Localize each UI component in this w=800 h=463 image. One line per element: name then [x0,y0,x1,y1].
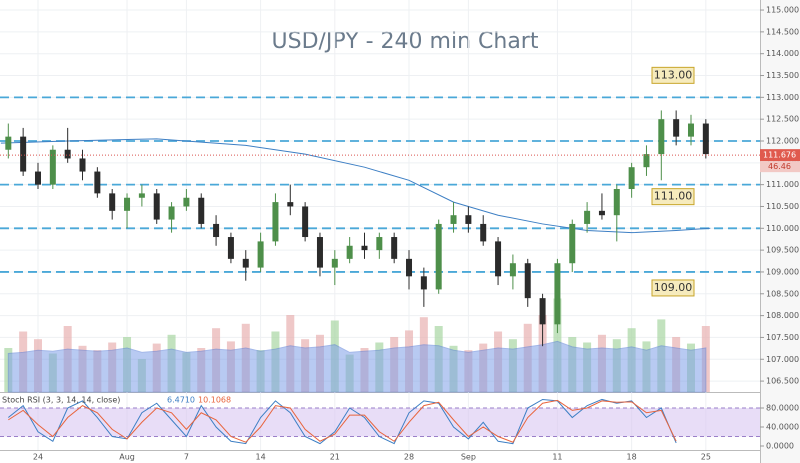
candle-body [509,263,516,277]
candle-body [465,215,472,224]
stoch-line [7,398,677,445]
x-tick-label: 24 [33,453,43,462]
candle-body [495,241,502,277]
candle-body [361,245,368,251]
candle-body [554,263,561,325]
y-tick-label: 114.000 [766,49,799,58]
x-tick-label: 11 [552,453,562,462]
y-tick-label: 106.500 [766,377,799,386]
chart-title: USD/JPY - 240 min Chart [272,29,539,54]
stoch-title: Stoch RSI (3, 3, 14, 14, close) [2,396,120,405]
y-tick-label: 108.000 [766,311,799,320]
timer-label: 46.46 [768,162,791,171]
candle-body [227,237,234,259]
y-tick-label: 107.000 [766,355,799,364]
candle-body [20,136,27,172]
x-tick-label: 28 [404,453,414,462]
candle-body [49,149,56,185]
candle-body [598,210,605,216]
candle-body [376,237,383,251]
candle-body [64,149,71,159]
y-tick-label: 110.500 [766,202,799,211]
y-tick-label: 114.500 [766,27,799,36]
stoch-line [8,399,677,443]
y-tick-label: 107.500 [766,333,799,342]
y-tick-label: 109.500 [766,246,799,255]
candle-body [420,276,427,290]
stoch-y-tick-label: 80.0000 [766,404,799,413]
price-axis-bg [760,0,800,463]
candle-body [272,202,279,242]
candle-body [346,245,353,259]
candle-body [138,193,145,198]
volume-ma-area [7,340,707,393]
level-label-box [651,279,695,297]
candle-body [242,258,249,268]
y-tick-label: 113.500 [766,71,799,80]
candle-body [257,241,264,268]
stoch-y-tick-label: 0.0000 [766,442,794,451]
candle-body [168,206,175,220]
last-price-box [760,149,800,162]
candle-body [628,167,635,190]
candle-body [524,263,531,299]
candle-body [34,171,41,185]
candle-body [198,197,205,224]
y-tick-label: 115.000 [766,6,799,15]
y-tick-label: 109.000 [766,267,799,276]
last-price-label: 111.676 [763,151,796,160]
candle-body [406,258,413,277]
x-tick-label: Sep [461,453,476,462]
candle-body [391,237,398,259]
candle-body [643,154,650,168]
candle-body [702,123,709,155]
candle-body [153,193,160,220]
x-tick-label: 7 [184,453,189,462]
stoch-readout: 6.4710 [167,396,195,405]
level-label: 111.00 [654,190,693,203]
candle-body [183,197,190,207]
x-tick-label: 25 [701,453,711,462]
candle-body [687,123,694,137]
candle-body [569,223,576,264]
candle-body [302,206,309,238]
candle-body [673,119,680,137]
candle-body [316,237,323,268]
candle-body [287,202,294,207]
y-tick-label: 110.000 [766,224,799,233]
stoch-readout: 10.1068 [198,396,231,405]
x-tick-label: Aug [119,453,135,462]
candle-body [613,189,620,216]
candle-body [94,171,101,194]
candle-body [450,215,457,224]
candle-body [331,258,338,268]
candle-body [213,223,220,238]
stoch-y-tick-label: 40.0000 [766,423,799,432]
candle-body [124,197,131,211]
x-tick-label: 21 [330,453,340,462]
x-tick-label: 14 [256,453,266,462]
y-tick-label: 108.500 [766,289,799,298]
y-tick-label: 111.000 [766,180,799,189]
level-label: 109.00 [654,281,693,294]
candle-body [584,210,591,224]
candle-body [79,158,86,172]
level-label: 113.00 [654,68,693,81]
timer-box [760,161,800,173]
x-tick-label: 18 [627,453,637,462]
candle-body [435,223,442,290]
candle-body [5,136,12,150]
moving-average [0,138,711,234]
y-tick-label: 112.500 [766,115,799,124]
y-tick-label: 112.000 [766,136,799,145]
candle-body [658,119,665,155]
level-label-box [651,188,695,206]
candle-body [480,223,487,242]
candle-body [539,298,546,325]
candle-body [109,193,116,211]
level-label-box [651,66,695,84]
y-tick-label: 113.000 [766,93,799,102]
